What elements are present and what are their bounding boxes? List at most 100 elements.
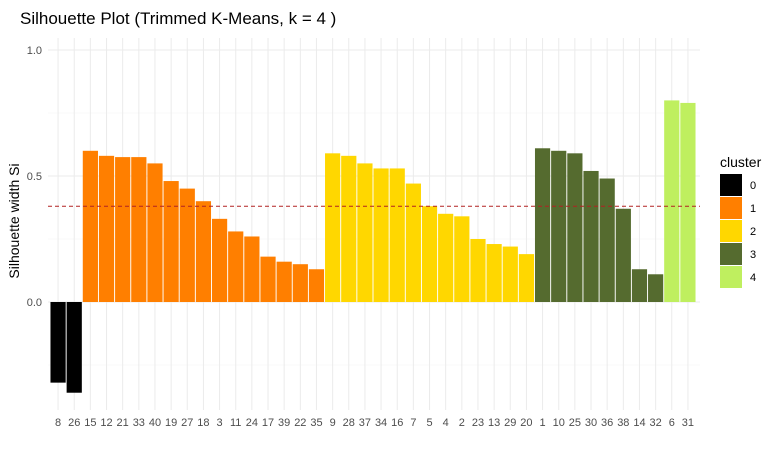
bar-35 bbox=[308, 269, 325, 302]
y-tick-label: 1.0 bbox=[27, 45, 42, 57]
x-tick-label: 19 bbox=[165, 417, 177, 429]
bar-32 bbox=[648, 274, 664, 302]
x-tick-label: 17 bbox=[262, 417, 274, 429]
x-tick-label: 2 bbox=[459, 417, 465, 429]
x-tick-label: 9 bbox=[330, 417, 336, 429]
bar-40 bbox=[147, 163, 163, 302]
x-tick-label: 27 bbox=[181, 417, 193, 429]
x-tick-label: 1 bbox=[540, 417, 546, 429]
bar-5 bbox=[421, 206, 438, 302]
x-tick-label: 35 bbox=[310, 417, 322, 429]
x-tick-label: 16 bbox=[391, 417, 403, 429]
x-tick-label: 24 bbox=[246, 417, 258, 429]
x-tick-label: 5 bbox=[426, 417, 432, 429]
bar-21 bbox=[115, 157, 131, 302]
legend-swatch-0 bbox=[720, 174, 742, 196]
bar-8 bbox=[50, 302, 66, 383]
bar-9 bbox=[325, 153, 341, 302]
bar-31 bbox=[680, 102, 696, 302]
legend-label-0: 0 bbox=[750, 180, 756, 192]
legend-swatch-1 bbox=[720, 197, 742, 219]
x-tick-label: 18 bbox=[197, 417, 209, 429]
bar-6 bbox=[664, 100, 680, 303]
bar-30 bbox=[583, 170, 599, 302]
x-tick-label: 40 bbox=[149, 417, 161, 429]
legend: cluster 0 1 2 3 4 bbox=[720, 154, 762, 288]
x-tick-label: 26 bbox=[68, 417, 80, 429]
x-tick-label: 30 bbox=[585, 417, 597, 429]
bar-24 bbox=[244, 236, 260, 302]
x-tick-label: 36 bbox=[601, 417, 613, 429]
x-tick-label: 3 bbox=[217, 417, 223, 429]
y-axis-label: Silhouette width Si bbox=[6, 163, 22, 278]
bar-28 bbox=[341, 155, 357, 302]
x-tick-label: 10 bbox=[553, 417, 565, 429]
legend-swatch-4 bbox=[720, 266, 742, 288]
bar-2 bbox=[454, 216, 470, 302]
x-tick-label: 37 bbox=[359, 417, 371, 429]
x-tick-label: 6 bbox=[669, 417, 675, 429]
bar-4 bbox=[438, 213, 454, 302]
bar-26 bbox=[66, 302, 82, 393]
x-tick-label: 8 bbox=[55, 417, 61, 429]
x-tick-label: 28 bbox=[343, 417, 355, 429]
x-tick-label: 39 bbox=[278, 417, 290, 429]
bar-layer bbox=[50, 100, 696, 393]
bar-20 bbox=[518, 254, 535, 302]
x-tick-label: 7 bbox=[410, 417, 416, 429]
bar-23 bbox=[470, 239, 486, 302]
bar-38 bbox=[615, 208, 631, 302]
legend-label-1: 1 bbox=[750, 203, 756, 215]
chart-title: Silhouette Plot (Trimmed K-Means, k = 4 … bbox=[20, 9, 336, 28]
bar-36 bbox=[599, 178, 615, 302]
y-tick-label: 0.5 bbox=[27, 171, 42, 183]
bar-34 bbox=[373, 168, 389, 302]
x-tick-label: 31 bbox=[682, 417, 694, 429]
x-tick-label: 22 bbox=[294, 417, 306, 429]
legend-title: cluster bbox=[720, 154, 762, 170]
x-tick-label: 25 bbox=[569, 417, 581, 429]
x-tick-label: 20 bbox=[520, 417, 532, 429]
bar-19 bbox=[163, 181, 179, 302]
x-tick-label: 11 bbox=[230, 417, 241, 429]
x-tick-label: 34 bbox=[375, 417, 387, 429]
bar-27 bbox=[179, 188, 195, 302]
legend-label-3: 3 bbox=[750, 249, 756, 261]
bar-18 bbox=[195, 201, 212, 302]
x-tick-label: 33 bbox=[133, 417, 145, 429]
bar-33 bbox=[131, 157, 147, 302]
x-tick-label: 13 bbox=[488, 417, 500, 429]
legend-swatch-2 bbox=[720, 220, 742, 242]
x-tick-label: 14 bbox=[633, 417, 645, 429]
x-tick-label: 21 bbox=[117, 417, 129, 429]
bar-12 bbox=[98, 155, 115, 302]
bar-39 bbox=[276, 261, 292, 302]
x-tick-label: 29 bbox=[504, 417, 516, 429]
bar-11 bbox=[228, 231, 244, 302]
bar-25 bbox=[567, 153, 583, 302]
x-tick-label: 23 bbox=[472, 417, 484, 429]
y-tick-labels: 0.0 0.5 1.0 bbox=[27, 45, 42, 309]
legend-swatch-3 bbox=[720, 243, 742, 265]
legend-label-2: 2 bbox=[750, 226, 756, 238]
bar-29 bbox=[502, 246, 518, 302]
bar-10 bbox=[551, 150, 567, 302]
x-tick-label: 38 bbox=[617, 417, 629, 429]
bar-14 bbox=[631, 269, 648, 302]
legend-label-4: 4 bbox=[750, 272, 756, 284]
x-tick-label: 32 bbox=[650, 417, 662, 429]
bar-15 bbox=[82, 150, 98, 302]
bar-3 bbox=[211, 218, 228, 302]
bar-22 bbox=[292, 264, 308, 302]
x-tick-label: 15 bbox=[84, 417, 96, 429]
bar-17 bbox=[260, 256, 276, 302]
x-tick-label: 4 bbox=[443, 417, 449, 429]
x-tick-label: 12 bbox=[100, 417, 112, 429]
x-tick-labels: 8 26 15 12 21 33 40 19 27 18 3 11 24 17 39 22 35 9 28 37 34 1… bbox=[55, 417, 694, 429]
bar-37 bbox=[357, 163, 373, 302]
bar-7 bbox=[405, 183, 421, 302]
bar-1 bbox=[534, 148, 551, 302]
y-tick-label: 0.0 bbox=[27, 297, 42, 309]
